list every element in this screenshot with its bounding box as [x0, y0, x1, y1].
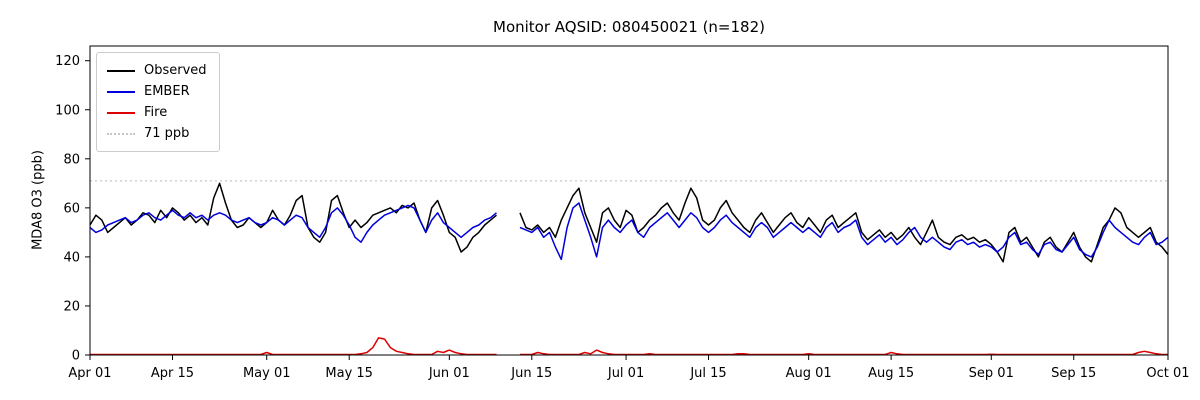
x-tick-label: Apr 01	[68, 366, 111, 381]
legend-label: Fire	[144, 105, 168, 120]
y-axis-label: MDA8 O3 (ppb)	[30, 150, 46, 250]
legend-swatch	[107, 90, 135, 93]
x-tick-label: Sep 01	[969, 366, 1014, 381]
y-tick-label: 0	[72, 349, 80, 364]
legend-label: Observed	[144, 63, 207, 78]
x-tick-label: May 01	[243, 366, 291, 381]
series-fire-line	[90, 337, 1168, 356]
x-tick-label: May 15	[325, 366, 373, 381]
y-tick-label: 80	[63, 152, 80, 167]
x-tick-label: Jul 01	[607, 366, 644, 381]
x-tick-label: Sep 15	[1051, 366, 1096, 381]
y-tick-label: 40	[63, 250, 80, 265]
legend-item-fire: Fire	[107, 102, 207, 123]
chart-title: Monitor AQSID: 080450021 (n=182)	[493, 18, 765, 36]
legend-item-observed: Observed	[107, 60, 207, 81]
x-tick-label: Apr 15	[151, 366, 194, 381]
legend-label: 71 ppb	[144, 126, 190, 141]
legend-item-ember: EMBER	[107, 81, 207, 102]
x-tick-label: Jun 01	[428, 366, 470, 381]
legend-item-71-ppb: 71 ppb	[107, 123, 207, 144]
x-tick-label: Jul 15	[689, 366, 726, 381]
legend-swatch	[107, 69, 135, 72]
x-tick-label: Aug 15	[868, 366, 914, 381]
plot-frame	[89, 45, 1169, 356]
x-tick-label: Oct 01	[1146, 366, 1189, 381]
legend-swatch	[107, 111, 135, 114]
series-ember-line	[89, 202, 1169, 261]
x-tick-label: Jun 15	[510, 366, 552, 381]
legend-swatch	[107, 132, 135, 135]
y-tick-label: 20	[63, 299, 80, 314]
y-tick-label: 60	[63, 201, 80, 216]
legend-label: EMBER	[144, 84, 190, 99]
y-tick-label: 120	[55, 54, 80, 69]
y-tick-label: 100	[55, 103, 80, 118]
x-tick-label: Aug 01	[786, 366, 832, 381]
legend: Observed EMBER Fire 71 ppb	[96, 52, 220, 152]
